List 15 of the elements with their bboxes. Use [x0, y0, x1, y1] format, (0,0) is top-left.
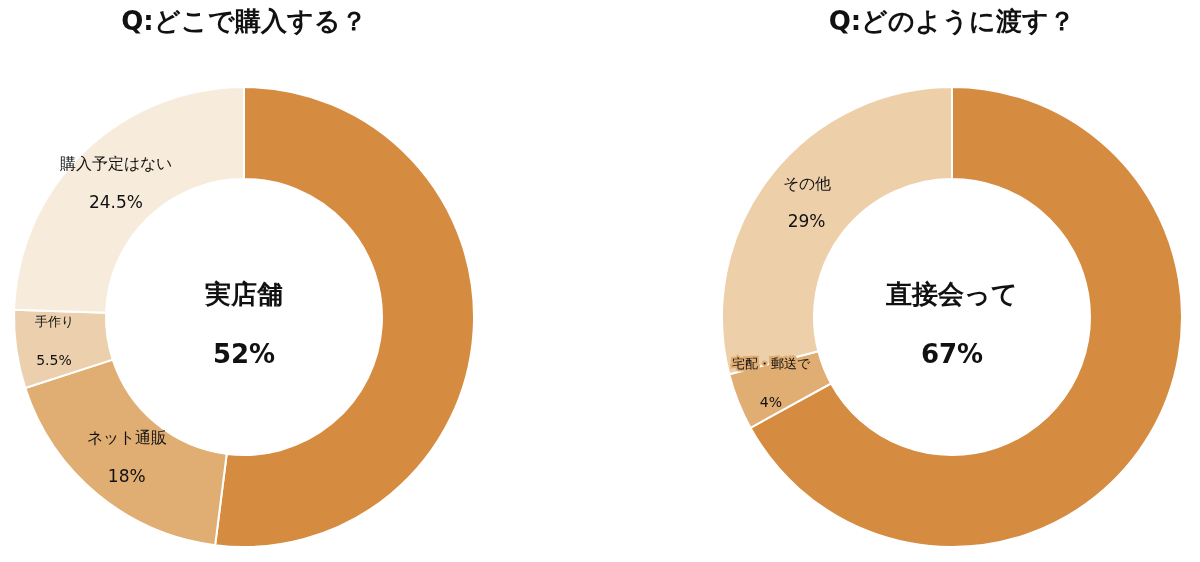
slice-label: ネット通販	[86, 428, 167, 448]
data-label: 67%	[920, 338, 984, 369]
data-label: 52%	[212, 338, 276, 369]
slice-label: 実店舗	[204, 278, 283, 309]
slice-label: 手作り	[34, 314, 74, 330]
data-label: 24.5%	[88, 191, 143, 212]
chart-title: Q:どのように渡す？	[828, 5, 1076, 36]
slice-label: 直接会って	[885, 278, 1018, 309]
slice-label: その他	[782, 173, 831, 193]
data-label: 29%	[787, 211, 826, 232]
data-label: 4%	[759, 393, 783, 410]
slice-label: 購入予定はない	[59, 154, 172, 174]
data-label: 5.5%	[36, 351, 72, 368]
data-label: 18%	[107, 465, 146, 486]
chart-title: Q:どこで購入する？	[121, 5, 367, 36]
